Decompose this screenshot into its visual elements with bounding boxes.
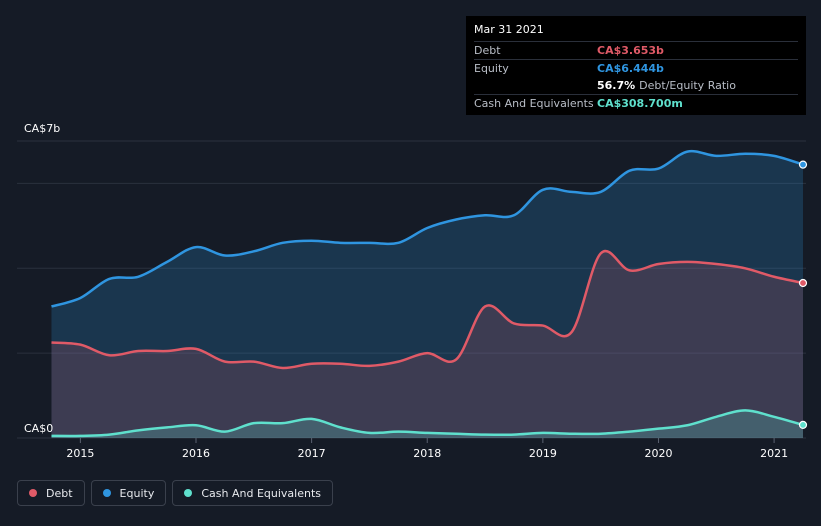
series-end-markers — [798, 160, 808, 429]
debt-area — [51, 251, 803, 438]
debt-line — [51, 249, 804, 370]
cash-end-marker — [798, 420, 808, 429]
legend-dot-icon — [184, 489, 193, 497]
tooltip-equity-value: CA$6.444b — [597, 62, 664, 75]
x-tick-label: 2017 — [298, 447, 326, 460]
legend-dot-icon — [102, 489, 111, 497]
series-areas — [51, 151, 803, 438]
legend-item-cash[interactable]: Cash And Equivalents — [172, 480, 333, 506]
tooltip-date: Mar 31 2021 — [474, 23, 544, 36]
x-tick-label: 2015 — [66, 447, 94, 460]
tooltip-ratio-row: 56.7% Debt/Equity Ratio — [474, 77, 798, 94]
cash-area — [51, 410, 803, 438]
tooltip-debt-label: Debt — [474, 44, 501, 57]
x-tick-label: 2021 — [760, 447, 788, 460]
x-axis-ticks: 2015 2016 2017 2018 2019 2020 2021 — [66, 438, 788, 460]
equity-line — [51, 149, 804, 308]
legend-label: Debt — [46, 486, 73, 500]
x-tick-label: 2018 — [413, 447, 441, 460]
legend-dot-icon — [29, 489, 37, 497]
tooltip-ratio-label: Debt/Equity Ratio — [639, 79, 736, 92]
equity-area — [51, 151, 803, 438]
tooltip-equity-row: Equity CA$6.444b — [474, 59, 798, 77]
legend: Debt Equity Cash And Equivalents — [17, 480, 333, 506]
tooltip-cash-label: Cash And Equivalents — [474, 97, 594, 110]
x-tick-label: 2019 — [529, 447, 557, 460]
gridlines — [17, 140, 806, 439]
tooltip-cash-value: CA$308.700m — [597, 97, 683, 110]
tooltip-panel: Mar 31 2021 Debt CA$3.653b Equity CA$6.4… — [466, 16, 806, 115]
legend-label: Cash And Equivalents — [201, 486, 321, 500]
tooltip-equity-label: Equity — [474, 62, 509, 75]
x-tick-label: 2020 — [644, 447, 672, 460]
x-tick-label: 2016 — [182, 447, 210, 460]
y-axis-bottom-label: CA$0 — [24, 422, 53, 435]
legend-item-debt[interactable]: Debt — [17, 480, 85, 506]
tooltip-debt-value: CA$3.653b — [597, 44, 664, 57]
cash-line — [51, 409, 804, 438]
legend-label: Equity — [119, 486, 155, 500]
debt-end-marker — [798, 278, 808, 288]
tooltip-cash-row: Cash And Equivalents CA$308.700m — [474, 94, 798, 112]
tooltip-ratio-value: 56.7% — [597, 79, 636, 92]
equity-end-marker — [798, 160, 808, 169]
series-lines — [51, 149, 804, 438]
tooltip-debt-row: Debt CA$3.653b — [474, 41, 798, 59]
y-axis-top-label: CA$7b — [24, 122, 60, 135]
legend-item-equity[interactable]: Equity — [90, 480, 167, 506]
